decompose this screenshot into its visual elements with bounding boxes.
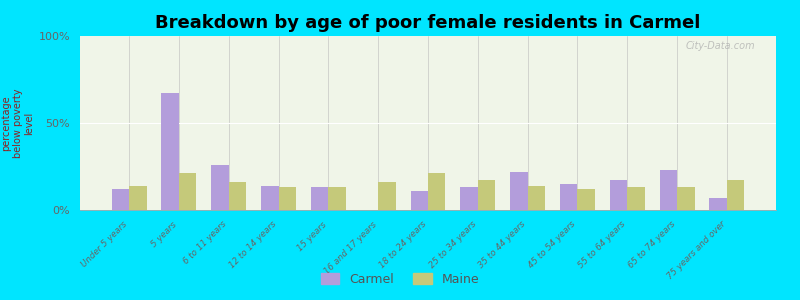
- Bar: [378, 182, 396, 210]
- Bar: [510, 172, 528, 210]
- Bar: [229, 182, 246, 210]
- Bar: [560, 184, 578, 210]
- Bar: [660, 170, 677, 210]
- Bar: [211, 165, 229, 210]
- Bar: [478, 180, 495, 210]
- Text: City-Data.com: City-Data.com: [686, 41, 755, 51]
- Bar: [278, 188, 296, 210]
- Bar: [727, 180, 744, 210]
- Bar: [112, 189, 129, 210]
- Bar: [410, 191, 428, 210]
- Legend: Carmel, Maine: Carmel, Maine: [316, 268, 484, 291]
- Bar: [428, 173, 446, 210]
- Bar: [578, 189, 595, 210]
- Bar: [261, 186, 278, 210]
- Bar: [311, 188, 328, 210]
- Bar: [710, 198, 727, 210]
- Bar: [328, 188, 346, 210]
- Title: Breakdown by age of poor female residents in Carmel: Breakdown by age of poor female resident…: [155, 14, 701, 32]
- Bar: [528, 186, 545, 210]
- Bar: [610, 180, 627, 210]
- Bar: [162, 93, 179, 210]
- Bar: [677, 188, 694, 210]
- Bar: [129, 186, 146, 210]
- Y-axis label: percentage
below poverty
level: percentage below poverty level: [2, 88, 34, 158]
- Bar: [627, 188, 645, 210]
- Bar: [179, 173, 196, 210]
- Bar: [460, 188, 478, 210]
